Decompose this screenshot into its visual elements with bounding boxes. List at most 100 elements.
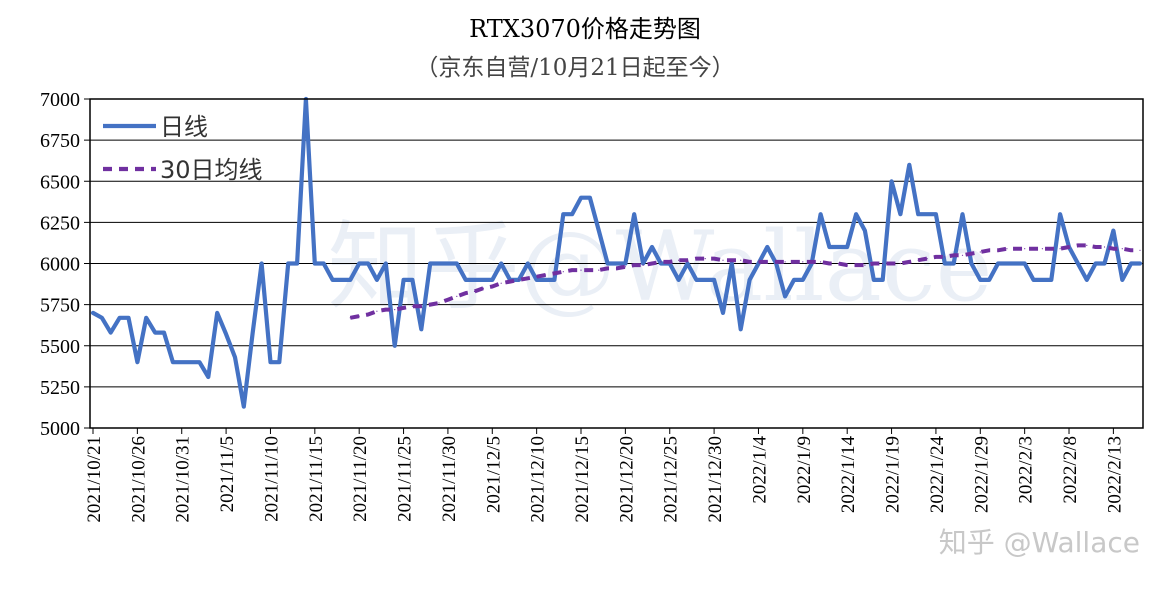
data-point xyxy=(1095,262,1097,265)
x-tick-label: 2022/1/24 xyxy=(927,436,948,514)
data-point xyxy=(332,279,334,281)
data-point xyxy=(163,332,165,334)
data-point xyxy=(1130,249,1132,251)
x-tick-label: 2022/2/3 xyxy=(1016,436,1037,504)
data-point xyxy=(828,262,831,265)
data-point xyxy=(793,261,795,263)
data-point xyxy=(1139,249,1141,251)
x-tick-label: 2021/11/15 xyxy=(306,436,327,522)
data-point xyxy=(820,213,822,215)
x-tick-label: 2021/11/30 xyxy=(439,436,460,522)
data-point xyxy=(349,317,351,319)
data-point xyxy=(686,262,689,265)
data-point xyxy=(101,317,103,319)
data-point xyxy=(891,262,893,265)
data-point xyxy=(802,261,804,263)
data-point xyxy=(385,262,387,265)
data-point xyxy=(367,313,369,316)
x-tick-label: 2022/1/19 xyxy=(883,436,904,513)
y-axis: 5000 5250 5500 5750 6000 6250 6500 6750 7000 xyxy=(40,89,90,440)
data-point xyxy=(908,164,910,166)
data-point xyxy=(1095,246,1097,248)
data-point xyxy=(917,259,919,261)
y-tick-label: 5000 xyxy=(40,418,80,440)
data-point xyxy=(988,249,990,251)
data-point xyxy=(979,251,981,253)
data-point xyxy=(571,213,573,215)
data-point xyxy=(340,279,342,281)
chart-title: RTX3070价格走势图 xyxy=(469,15,701,43)
data-point xyxy=(1032,248,1035,250)
data-point xyxy=(784,295,786,297)
data-point xyxy=(1112,230,1114,232)
data-point xyxy=(1068,246,1070,248)
data-point xyxy=(136,361,138,363)
data-point xyxy=(757,261,760,263)
data-point xyxy=(740,328,742,330)
data-point xyxy=(544,274,547,276)
data-point xyxy=(420,305,422,307)
data-point xyxy=(740,259,742,261)
data-point xyxy=(562,271,564,273)
series-group xyxy=(90,96,1143,409)
data-point xyxy=(1015,248,1017,250)
data-point xyxy=(961,213,964,215)
x-tick-label: 2021/11/10 xyxy=(261,436,282,522)
data-point xyxy=(127,317,130,319)
data-point xyxy=(358,315,360,317)
data-point xyxy=(820,261,822,263)
data-point xyxy=(536,279,538,281)
data-point xyxy=(633,264,635,266)
data-point xyxy=(482,287,484,289)
data-point xyxy=(624,266,627,268)
data-point xyxy=(633,213,635,215)
data-point xyxy=(873,279,875,281)
data-point xyxy=(624,262,627,265)
data-point xyxy=(447,262,449,265)
data-point xyxy=(589,197,591,199)
data-point xyxy=(225,333,227,335)
data-point xyxy=(917,213,919,215)
data-point xyxy=(1077,244,1079,246)
y-tick-label: 6500 xyxy=(40,171,80,193)
plot-frame xyxy=(89,98,1144,429)
data-point xyxy=(500,282,502,284)
data-point xyxy=(411,279,413,281)
data-point xyxy=(846,246,848,248)
x-tick-label: 2021/12/30 xyxy=(705,436,726,523)
data-point xyxy=(1077,262,1079,265)
data-point xyxy=(953,254,955,256)
legend-label: 日线 xyxy=(160,113,208,141)
data-point xyxy=(855,264,857,266)
data-point xyxy=(846,264,848,266)
x-tick-label: 2021/11/25 xyxy=(395,436,416,522)
data-point xyxy=(882,279,884,281)
y-tick-label: 5500 xyxy=(40,336,80,358)
y-tick-label: 5250 xyxy=(40,377,80,399)
data-point xyxy=(1086,279,1088,281)
data-point xyxy=(358,262,360,265)
data-point xyxy=(1050,248,1052,250)
data-point xyxy=(944,262,946,265)
data-point xyxy=(997,262,999,265)
data-point xyxy=(314,262,316,265)
data-point xyxy=(420,328,422,330)
data-point xyxy=(598,230,600,232)
x-axis: 2021/10/21 2021/10/26 2021/10/31 2021/11/5 2… xyxy=(84,428,1125,523)
data-point xyxy=(1059,213,1061,215)
data-point xyxy=(899,213,902,215)
data-point xyxy=(385,309,387,311)
data-point xyxy=(403,307,405,309)
y-tick-label: 6000 xyxy=(40,254,80,276)
data-point xyxy=(757,262,760,265)
x-tick-label: 2022/2/8 xyxy=(1060,436,1081,504)
data-point xyxy=(1103,246,1106,248)
data-point xyxy=(1121,279,1123,281)
y-tick-label: 7000 xyxy=(40,89,80,111)
data-point xyxy=(403,279,405,281)
data-point xyxy=(438,262,440,265)
data-point xyxy=(953,262,955,265)
data-point xyxy=(181,361,183,363)
data-point xyxy=(92,312,94,314)
